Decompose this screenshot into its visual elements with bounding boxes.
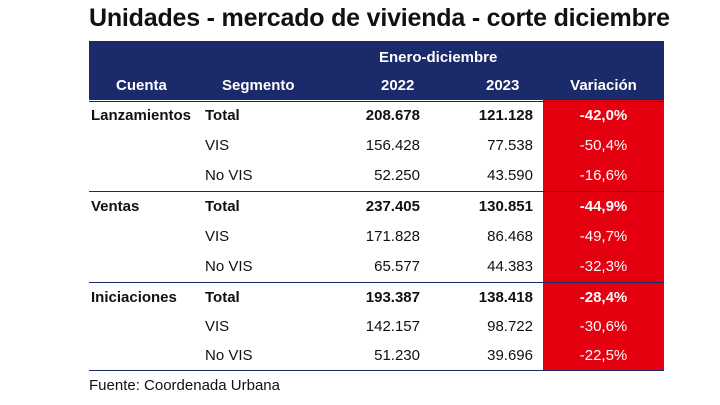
group-separator (89, 101, 664, 102)
period-header: Enero-diciembre (379, 49, 498, 66)
table-row: No VIS 65.577 44.383 -32,3% (89, 252, 664, 282)
table-row: VIS 171.828 86.468 -49,7% (89, 222, 664, 252)
table-header: Enero-diciembre Cuenta Segmento 2022 202… (89, 41, 664, 100)
variation-cell: -49,7% (579, 228, 628, 245)
value-2023-cell: 138.418 (478, 289, 533, 306)
table-row: VIS 156.428 77.538 -50,4% (89, 131, 664, 161)
segment-cell: No VIS (205, 347, 253, 364)
value-2023-cell: 77.538 (487, 137, 533, 154)
table-row: No VIS 51.230 39.696 -22,5% (89, 341, 664, 371)
value-2023-cell: 44.383 (487, 258, 533, 275)
year-2023-column-header: 2023 (486, 77, 520, 94)
variation-column-highlight (543, 100, 664, 370)
table-row: Lanzamientos Total 208.678 121.128 -42,0… (89, 101, 664, 131)
value-2023-cell: 86.468 (487, 228, 533, 245)
account-label: Lanzamientos (91, 107, 192, 124)
value-2023-cell: 98.722 (487, 318, 533, 335)
value-2022-cell: 52.250 (374, 167, 420, 184)
source-note: Fuente: Coordenada Urbana (89, 377, 280, 394)
value-2022-cell: 193.387 (365, 289, 420, 306)
segment-cell: VIS (205, 228, 230, 245)
table-title: Unidades - mercado de vivienda - corte d… (89, 4, 670, 32)
table-row: Iniciaciones Total 193.387 138.418 -28,4… (89, 283, 664, 313)
segment-cell: Total (205, 107, 240, 124)
value-2023-cell: 43.590 (487, 167, 533, 184)
segment-cell: VIS (205, 318, 230, 335)
value-2023-cell: 121.128 (478, 107, 533, 124)
account-label: Iniciaciones (91, 289, 177, 306)
value-2022-cell: 171.828 (365, 228, 420, 245)
group-separator (89, 191, 664, 192)
value-2022-cell: 208.678 (365, 107, 420, 124)
variation-cell: -22,5% (579, 347, 628, 364)
account-label: Ventas (91, 198, 140, 215)
variation-cell: -16,6% (579, 167, 628, 184)
variation-cell: -42,0% (579, 107, 628, 124)
segment-cell: No VIS (205, 258, 253, 275)
value-2022-cell: 156.428 (365, 137, 420, 154)
variation-column-header: Variación (570, 77, 637, 94)
account-column-header: Cuenta (116, 77, 167, 94)
variation-cell: -32,3% (579, 258, 628, 275)
value-2022-cell: 51.230 (374, 347, 420, 364)
segment-cell: Total (205, 198, 240, 215)
value-2022-cell: 65.577 (374, 258, 420, 275)
year-2022-column-header: 2022 (381, 77, 415, 94)
value-2022-cell: 237.405 (365, 198, 420, 215)
value-2022-cell: 142.157 (365, 318, 420, 335)
table-row: No VIS 52.250 43.590 -16,6% (89, 161, 664, 191)
segment-cell: Total (205, 289, 240, 306)
segment-cell: VIS (205, 137, 230, 154)
segment-column-header: Segmento (222, 77, 295, 94)
variation-cell: -50,4% (579, 137, 628, 154)
variation-cell: -28,4% (579, 289, 628, 306)
segment-cell: No VIS (205, 167, 253, 184)
table-row: VIS 142.157 98.722 -30,6% (89, 312, 664, 342)
group-separator (89, 282, 664, 283)
value-2023-cell: 130.851 (478, 198, 533, 215)
variation-cell: -30,6% (579, 318, 628, 335)
table-row: Ventas Total 237.405 130.851 -44,9% (89, 192, 664, 222)
value-2023-cell: 39.696 (487, 347, 533, 364)
table-bottom-border (89, 370, 664, 371)
variation-cell: -44,9% (579, 198, 628, 215)
